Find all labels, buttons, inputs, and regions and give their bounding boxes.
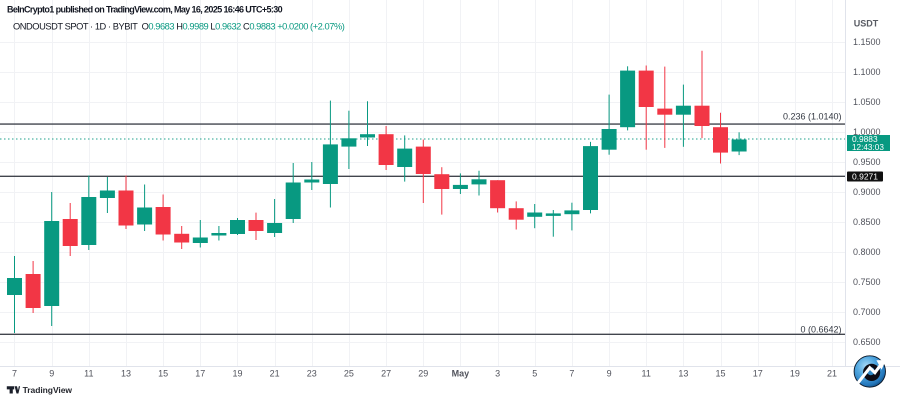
svg-text:7: 7 bbox=[12, 369, 17, 379]
svg-text:1.0000: 1.0000 bbox=[853, 127, 881, 137]
svg-text:15: 15 bbox=[715, 369, 725, 379]
svg-text:BeInCrypto1 published on Tradi: BeInCrypto1 published on TradingView.com… bbox=[7, 5, 283, 15]
svg-text:12:43:03: 12:43:03 bbox=[852, 143, 884, 152]
svg-text:USDT: USDT bbox=[854, 19, 879, 29]
svg-text:0.8000: 0.8000 bbox=[853, 247, 881, 257]
svg-text:0.8500: 0.8500 bbox=[853, 217, 881, 227]
svg-text:13: 13 bbox=[678, 369, 688, 379]
svg-text:TradingView: TradingView bbox=[23, 385, 73, 395]
svg-text:13: 13 bbox=[121, 369, 131, 379]
svg-text:1.0500: 1.0500 bbox=[853, 97, 881, 107]
svg-text:21: 21 bbox=[827, 369, 837, 379]
svg-text:19: 19 bbox=[790, 369, 800, 379]
svg-text:0.6500: 0.6500 bbox=[853, 337, 881, 347]
svg-text:May: May bbox=[452, 369, 470, 379]
svg-text:23: 23 bbox=[307, 369, 317, 379]
svg-text:0.236 (1.0140): 0.236 (1.0140) bbox=[783, 112, 842, 122]
svg-text:9: 9 bbox=[607, 369, 612, 379]
svg-text:0.9500: 0.9500 bbox=[853, 157, 881, 167]
svg-text:0.9000: 0.9000 bbox=[853, 187, 881, 197]
svg-text:1.1500: 1.1500 bbox=[853, 37, 881, 47]
svg-text:1.1000: 1.1000 bbox=[853, 67, 881, 77]
svg-text:7: 7 bbox=[569, 369, 574, 379]
svg-text:17: 17 bbox=[753, 369, 763, 379]
svg-text:29: 29 bbox=[418, 369, 428, 379]
svg-text:27: 27 bbox=[381, 369, 391, 379]
svg-text:0 (0.6642): 0 (0.6642) bbox=[800, 324, 841, 334]
svg-text:17: 17 bbox=[195, 369, 205, 379]
svg-text:11: 11 bbox=[642, 369, 651, 379]
svg-text:15: 15 bbox=[158, 369, 168, 379]
svg-text:11: 11 bbox=[84, 369, 93, 379]
svg-text:9: 9 bbox=[49, 369, 54, 379]
svg-text:0.9271: 0.9271 bbox=[852, 172, 878, 182]
svg-text:5: 5 bbox=[532, 369, 537, 379]
svg-text:3: 3 bbox=[495, 369, 500, 379]
svg-text:ONDOUSDT SPOT · 1D · BYBIT O0: ONDOUSDT SPOT · 1D · BYBIT O0.9683 H0.99… bbox=[13, 22, 345, 32]
svg-text:19: 19 bbox=[232, 369, 242, 379]
svg-text:0.7500: 0.7500 bbox=[853, 277, 881, 287]
svg-text:25: 25 bbox=[344, 369, 354, 379]
svg-text:0.9883: 0.9883 bbox=[852, 134, 878, 144]
svg-text:0.7000: 0.7000 bbox=[853, 307, 881, 317]
svg-text:21: 21 bbox=[270, 369, 280, 379]
